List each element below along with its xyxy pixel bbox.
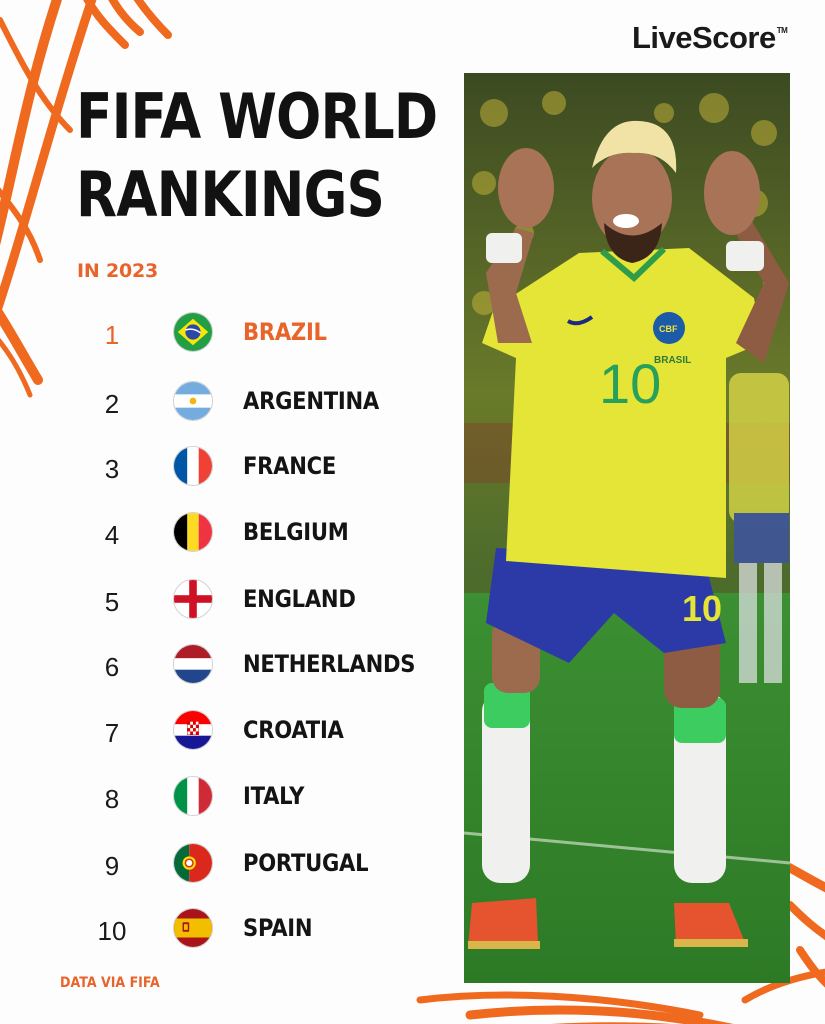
portugal-flag-icon (173, 843, 213, 883)
country-name: CROATIA (243, 716, 344, 744)
country-name: NETHERLANDS (243, 650, 416, 678)
argentina-flag-icon (173, 381, 213, 421)
rank-number: 6 (104, 652, 120, 682)
livescore-logo: LiveScoreTM (632, 20, 788, 55)
rank-number: 1 (104, 320, 120, 350)
spain-flag-icon (173, 908, 213, 948)
rank-number: 4 (104, 520, 120, 550)
ranking-row: 9 PORTUGAL (0, 839, 460, 889)
title-line-2: RANKINGS (76, 158, 385, 231)
svg-text:BRASIL: BRASIL (654, 355, 691, 366)
england-flag-icon (173, 579, 213, 619)
italy-flag-icon (173, 776, 213, 816)
page-title: FIFA WORLD RANKINGS (76, 78, 438, 234)
ranking-row: 4 BELGIUM (0, 508, 460, 558)
rank-number: 8 (104, 784, 120, 814)
rank-number: 5 (104, 587, 120, 617)
rank-number: 10 (97, 916, 127, 946)
country-name: PORTUGAL (243, 849, 369, 877)
country-name: SPAIN (243, 914, 313, 942)
svg-text:10: 10 (599, 352, 661, 415)
brazil-flag-icon (173, 312, 213, 352)
page-subtitle: IN 2023 (77, 260, 159, 282)
country-name: FRANCE (243, 452, 337, 480)
ranking-row: 10 SPAIN (0, 904, 460, 954)
france-flag-icon (173, 446, 213, 486)
croatia-flag-icon (173, 710, 213, 750)
country-name: BELGIUM (243, 518, 349, 546)
data-source-note: DATA VIA FIFA (60, 975, 160, 991)
ranking-row: 8 ITALY (0, 772, 460, 822)
svg-text:CBF: CBF (659, 324, 678, 334)
country-name: BRAZIL (243, 318, 327, 346)
rank-number: 3 (104, 454, 120, 484)
country-name: ARGENTINA (243, 387, 379, 415)
svg-text:10: 10 (682, 588, 722, 629)
rank-number: 9 (104, 851, 120, 881)
belgium-flag-icon (173, 512, 213, 552)
netherlands-flag-icon (173, 644, 213, 684)
title-line-1: FIFA WORLD (76, 80, 438, 153)
ranking-row: 6 NETHERLANDS (0, 640, 460, 690)
player-photo: 10 10 CBF BRASIL (464, 73, 790, 983)
country-name: ITALY (243, 782, 305, 810)
rank-number: 2 (104, 389, 120, 419)
ranking-row: 3 FRANCE (0, 442, 460, 492)
ranking-row: 7 CROATIA (0, 706, 460, 756)
country-name: ENGLAND (243, 585, 356, 613)
ranking-row: 1 BRAZIL (0, 308, 460, 358)
ranking-row: 5 ENGLAND (0, 575, 460, 625)
rank-number: 7 (104, 718, 120, 748)
ranking-row: 2 ARGENTINA (0, 377, 460, 427)
